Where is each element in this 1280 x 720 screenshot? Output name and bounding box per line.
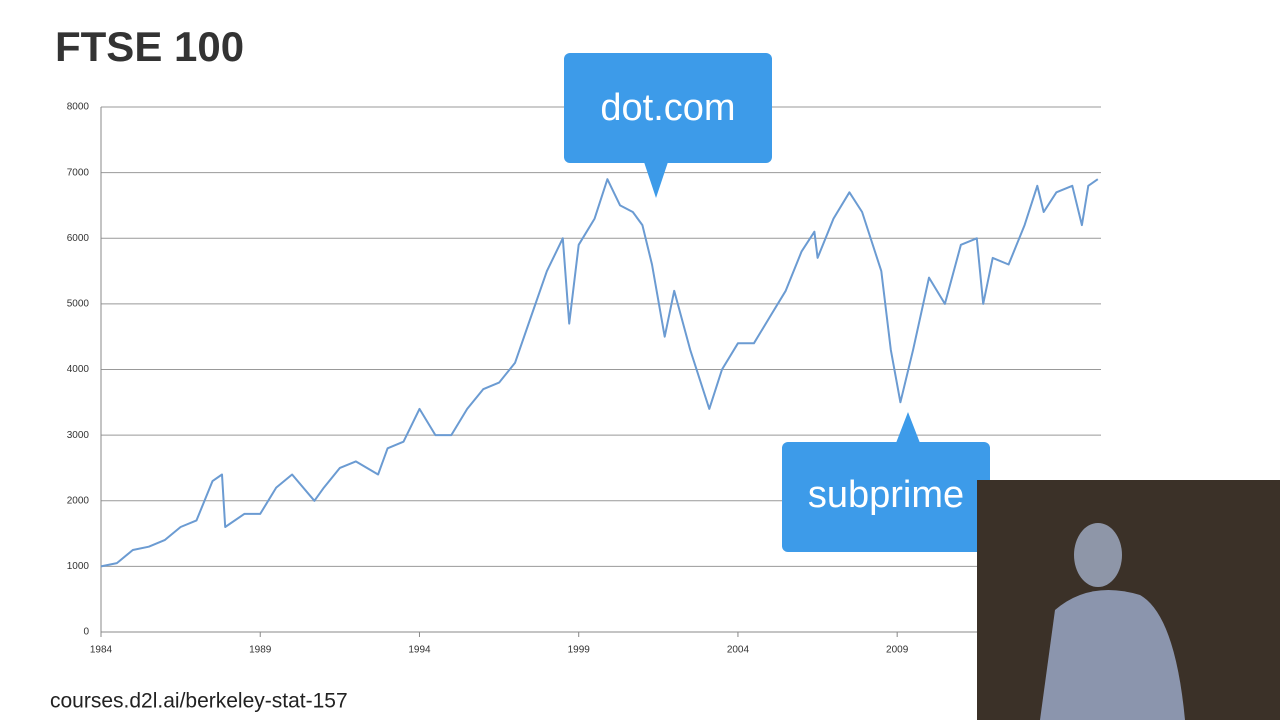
y-tick-label: 8000 (67, 102, 90, 113)
speaker-body (1040, 590, 1185, 720)
y-tick-label: 2000 (67, 495, 90, 506)
plot: 0 1000 2000 3000 4000 5000 6000 7000 8000 1984 198… (67, 102, 1101, 656)
footer: courses.d2l.ai/berkeley-stat-157 (50, 690, 348, 713)
x-tick-label: 1999 (568, 645, 591, 656)
x-tick-label: 1994 (408, 645, 431, 656)
y-tick-label: 0 (83, 627, 89, 638)
series-line (100, 178, 1099, 568)
annotation: dot.com (600, 87, 735, 129)
callout-box (782, 442, 990, 552)
y-tick-label: 1000 (67, 561, 90, 572)
x-tick-label: 2009 (886, 645, 909, 656)
y-tick-label: 6000 (67, 233, 90, 244)
x-tick-label: 1989 (249, 645, 272, 656)
video-overlay (977, 480, 1280, 720)
callout-pointer (644, 162, 668, 198)
callout-box (564, 53, 772, 163)
y-tick-label: 5000 (67, 299, 90, 310)
y-tick-label: 3000 (67, 430, 90, 441)
x-tick-label: 2004 (727, 645, 750, 656)
x-tick-label: 1984 (90, 645, 113, 656)
callout-subprime: subprime (782, 412, 990, 552)
y-tick-label: 7000 (67, 167, 90, 178)
y-tick-label: 4000 (67, 364, 90, 375)
callout-pointer (896, 412, 920, 443)
speaker-head (1074, 523, 1122, 587)
slide-title: FTSE 100 (55, 23, 244, 70)
callout-dotcom: dot.com (564, 53, 772, 198)
annotation: subprime (808, 474, 964, 516)
